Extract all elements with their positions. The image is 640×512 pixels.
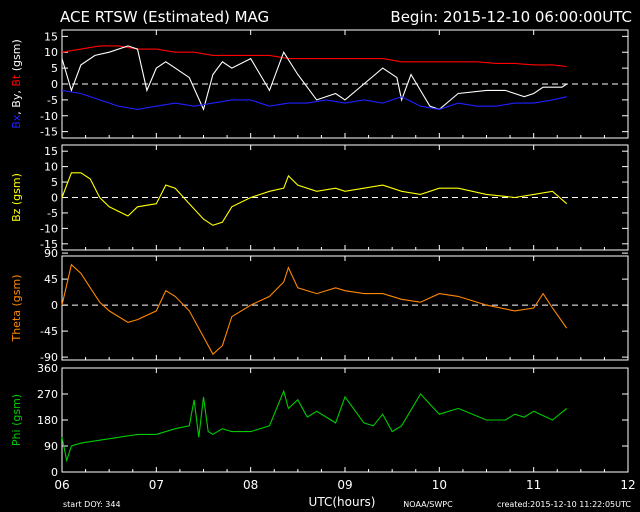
y-tick-label: 0 (51, 466, 58, 479)
y-tick-label: 360 (37, 362, 58, 375)
y-tick-label: -15 (40, 238, 58, 251)
y-axis-label: Bx, By, Bt (gsm) (10, 39, 23, 129)
series-line-by (61, 45, 568, 112)
y-axis-label-part: Bx (10, 114, 23, 129)
series-line-bt (61, 45, 567, 68)
series-line-bz (61, 172, 568, 226)
y-axis-label: Bz (gsm) (10, 173, 23, 222)
y-tick-label: 0 (51, 192, 58, 205)
x-tick-label: 09 (337, 478, 352, 492)
y-tick-label: -45 (40, 325, 58, 338)
begin-time: Begin: 2015-12-10 06:00:00UTC (390, 8, 632, 26)
chart-title: ACE RTSW (Estimated) MAG (60, 8, 269, 26)
y-axis-label-part: , (10, 87, 23, 94)
y-tick-label: 180 (37, 414, 58, 427)
panels: -15 -10 -5 0 5 10 15 Bx, By, Bt (gsm) -15 -10 -5 0 5… (10, 29, 636, 492)
y-tick-label: 15 (44, 145, 58, 158)
y-axis-label: Phi (gsm) (10, 394, 23, 446)
y-tick-label: -5 (47, 207, 58, 220)
y-tick-label: 10 (44, 161, 58, 174)
series-line-bx (61, 89, 567, 110)
y-axis-label-part: Bt (10, 74, 23, 87)
y-tick-label: 90 (44, 247, 58, 260)
x-tick-label: 07 (149, 478, 164, 492)
y-tick-label: 10 (44, 46, 58, 59)
y-tick-label: -5 (47, 94, 58, 107)
y-tick-label: 90 (44, 440, 58, 453)
y-axis-label-part: ) (10, 39, 23, 43)
y-axis-label-part: , (10, 108, 23, 115)
x-tick-label: 06 (54, 478, 69, 492)
start-doy: start DOY: 344 (63, 500, 121, 509)
y-tick-label: 45 (44, 273, 58, 286)
x-tick-label: 11 (526, 478, 541, 492)
x-tick-label: 12 (620, 478, 635, 492)
y-tick-label: 270 (37, 388, 58, 401)
series-line-theta (61, 263, 568, 356)
y-axis-label: Theta (gsm) (10, 274, 23, 342)
y-tick-label: 0 (51, 78, 58, 91)
y-tick-label: 0 (51, 299, 58, 312)
created-time: created:2015-12-10 11:22:05UTC (497, 500, 631, 509)
y-axis-label-part: ( (10, 67, 23, 75)
y-tick-label: -10 (40, 222, 58, 235)
y-tick-label: 5 (51, 176, 58, 189)
y-tick-label: -15 (40, 126, 58, 139)
y-tick-label: -90 (40, 351, 58, 364)
x-tick-label: 10 (432, 478, 447, 492)
x-tick-label: 08 (243, 478, 258, 492)
y-tick-label: 5 (51, 62, 58, 75)
credit-text: NOAA/SWPC (403, 500, 453, 509)
y-tick-label: 15 (44, 30, 58, 43)
y-axis-label-part: gsm (10, 44, 23, 67)
y-axis-label-part: By (10, 93, 23, 108)
x-axis-label: UTC(hours) (309, 495, 376, 509)
y-tick-label: -10 (40, 110, 58, 123)
series-line-phi (61, 389, 568, 463)
